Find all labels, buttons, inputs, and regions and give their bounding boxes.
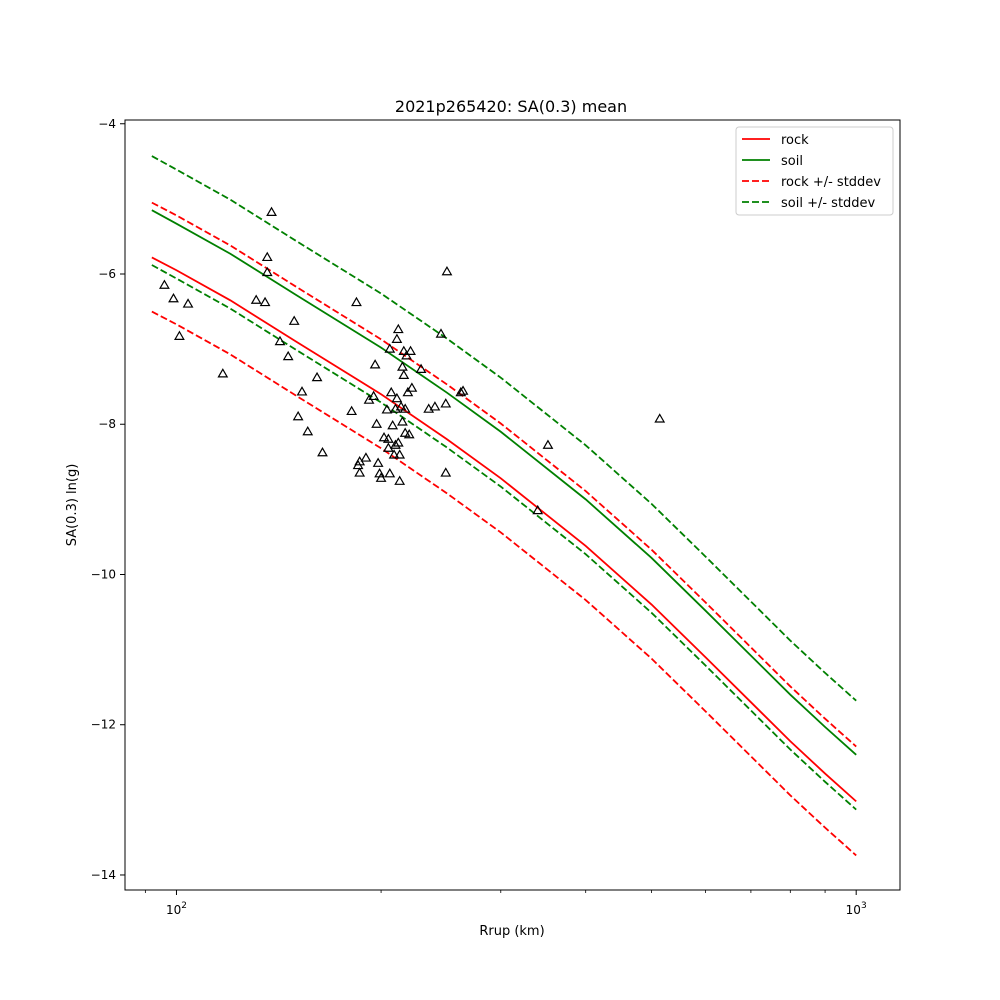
- observation-point: [375, 472, 387, 482]
- observation-point: [317, 446, 328, 457]
- series-line-soil-stddev-4: [151, 155, 857, 702]
- observation-point: [369, 359, 381, 369]
- observation-point: [440, 467, 452, 477]
- observation-point: [391, 333, 403, 343]
- legend-label: soil: [781, 154, 803, 169]
- observation-point: [385, 386, 397, 397]
- observation-point: [382, 433, 394, 443]
- observation-point: [378, 431, 390, 442]
- observation-point: [354, 467, 366, 477]
- observation-point: [435, 328, 447, 338]
- observation-point: [266, 206, 277, 216]
- observation-point: [288, 315, 300, 325]
- observation-point: [302, 425, 314, 436]
- observation-point: [398, 345, 410, 355]
- observation-point: [381, 404, 393, 414]
- observation-point: [261, 266, 273, 277]
- legend: rock soil rock +/- stddev soil +/- stddev: [735, 126, 894, 216]
- observation-point: [351, 296, 362, 307]
- observation-point: [384, 468, 396, 478]
- y-tick-label: −14: [91, 868, 116, 882]
- observation-point: [274, 335, 286, 346]
- y-tick-label: −10: [91, 567, 116, 581]
- observation-point: [388, 449, 400, 459]
- observation-point: [399, 403, 411, 413]
- observation-point: [382, 442, 394, 452]
- observation-point: [292, 410, 304, 421]
- observation-point: [391, 392, 403, 403]
- observation-point: [372, 457, 384, 467]
- legend-label: rock +/- stddev: [781, 175, 881, 190]
- observation-point: [397, 361, 408, 371]
- observation-point: [654, 413, 666, 423]
- observation-point: [415, 363, 427, 373]
- observation-point: [250, 294, 262, 304]
- observation-point: [368, 390, 380, 401]
- y-tick-label: −12: [91, 718, 116, 732]
- observation-point: [217, 368, 229, 378]
- legend-box: [735, 126, 894, 216]
- observation-markers: [159, 206, 666, 515]
- series-line-rock-stddev-3: [151, 310, 857, 857]
- observation-point: [346, 405, 358, 416]
- x-axis: 102 103: [144, 890, 867, 917]
- plot-area: [125, 120, 900, 890]
- y-axis-label: SA(0.3) ln(g): [65, 464, 80, 547]
- observation-point: [429, 401, 441, 411]
- y-tick-label: −4: [98, 117, 116, 131]
- y-tick-label: −6: [98, 267, 116, 281]
- observation-point: [159, 279, 170, 289]
- observation-point: [296, 386, 308, 396]
- observation-point: [405, 345, 416, 355]
- observation-point: [392, 323, 404, 334]
- legend-label: rock: [781, 133, 809, 148]
- y-axis: −14 −12 −10 −8 −6 −4: [91, 117, 125, 882]
- observation-point: [371, 418, 383, 428]
- chart-title: 2021p265420: SA(0.3) mean: [395, 97, 627, 116]
- observation-point: [398, 369, 410, 379]
- observation-point: [259, 296, 271, 307]
- observation-point: [406, 382, 418, 392]
- observation-point: [394, 475, 406, 485]
- observation-point: [390, 439, 401, 449]
- observation-point: [532, 504, 544, 515]
- observation-point: [395, 401, 407, 411]
- observation-point: [384, 343, 396, 353]
- legend-label: soil +/- stddev: [781, 196, 876, 211]
- observation-point: [401, 350, 412, 360]
- observation-point: [360, 452, 372, 462]
- observation-point: [174, 330, 185, 340]
- observation-point: [441, 265, 453, 276]
- observation-point: [168, 292, 179, 303]
- x-tick-label: 102: [166, 901, 187, 917]
- series-line-rock-0: [151, 256, 857, 803]
- observation-point: [402, 386, 414, 397]
- observation-point: [282, 350, 294, 361]
- series-line-rock-stddev-2: [151, 201, 857, 748]
- series-lines: [151, 155, 857, 857]
- observation-point: [457, 385, 469, 395]
- series-line-soil-stddev-5: [151, 264, 857, 811]
- observation-point: [397, 416, 408, 426]
- observation-point: [182, 298, 194, 308]
- observation-point: [261, 251, 273, 262]
- observation-point: [455, 386, 467, 397]
- observation-point: [440, 398, 452, 408]
- observation-point: [394, 449, 406, 459]
- observation-point: [542, 439, 554, 449]
- observation-point: [387, 419, 399, 430]
- y-tick-label: −8: [98, 417, 116, 431]
- observation-point: [311, 371, 323, 382]
- observation-point: [392, 437, 404, 447]
- observation-point: [403, 428, 415, 439]
- x-axis-label: Rrup (km): [479, 924, 544, 939]
- x-tick-label: 103: [846, 901, 867, 917]
- series-line-soil-1: [151, 209, 857, 756]
- plot-frame: [124, 119, 901, 891]
